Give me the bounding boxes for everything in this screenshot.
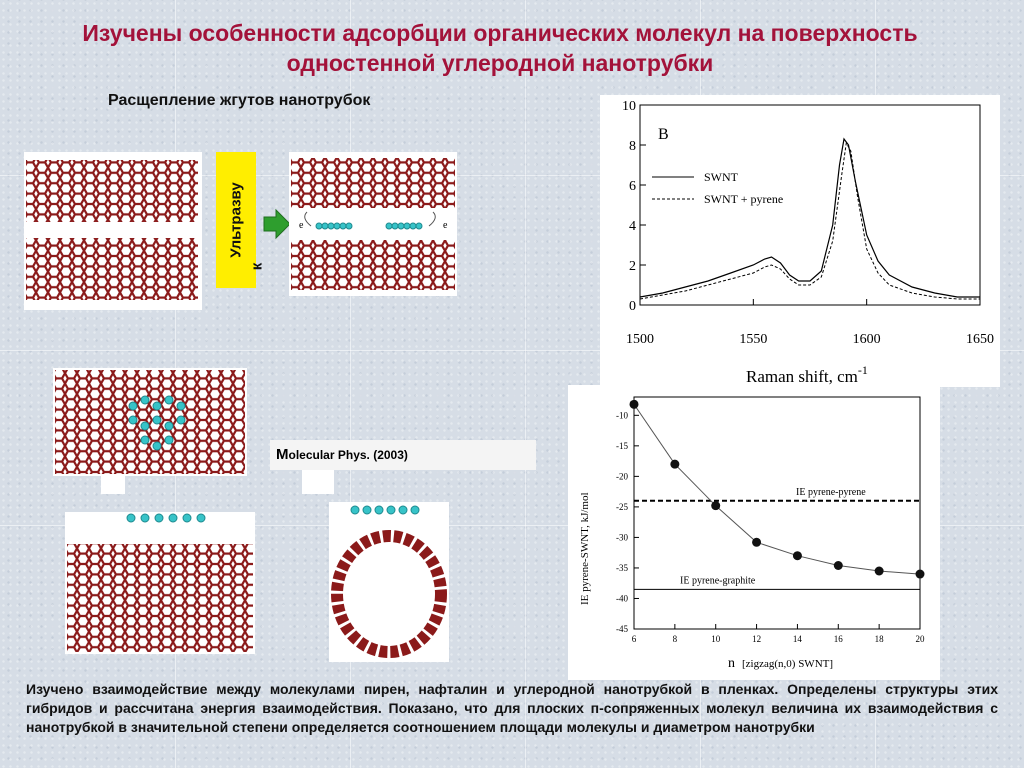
raman-x-axis-label-sup: -1 xyxy=(858,363,868,377)
ie-y-ticks: -10 -15 -20 -25 -30 -35 -40 -45 xyxy=(616,410,639,634)
ie-plot-frame xyxy=(633,396,921,630)
ie-x-tick-label: 20 xyxy=(916,634,926,644)
raman-y-tick-label: 10 xyxy=(622,99,636,114)
background-gridline xyxy=(0,525,1024,526)
ie-y-tick-label: -20 xyxy=(616,471,628,481)
right-arrow-icon xyxy=(263,208,291,240)
background-gridline xyxy=(525,0,526,768)
ie-data-point xyxy=(915,569,925,579)
pyrene-adsorption-top-view xyxy=(53,368,247,476)
ie-data-points xyxy=(629,399,925,579)
ie-data-point xyxy=(670,459,680,469)
ie-x-axis-label: [zigzag(n,0) SWNT] xyxy=(742,658,833,670)
bundle-splitting-heading: Расщепление жгутов нанотрубок xyxy=(108,92,371,109)
raman-x-ticks: 1500 1550 1600 1650 xyxy=(626,299,994,347)
raman-x-tick-label: 1600 xyxy=(853,332,881,347)
ie-data-point xyxy=(874,566,884,576)
ie-data-point xyxy=(752,537,762,547)
interaction-energy-svg: -10-15-20-25-30-35-40-45 6 8 10 12 14 16 18 20 … xyxy=(579,396,925,671)
raman-spectrum-svg: 0 2 4 6 8 10 1500 1550 1600 1650 B SWNT SWNT + p… xyxy=(622,99,994,386)
ie-y-tick-label: -45 xyxy=(616,624,628,634)
ie-y-axis-label: IE pyrene-SWNT, kJ/mol xyxy=(579,492,591,605)
nanotube-bundle-drawing xyxy=(26,160,198,300)
raman-x-tick-label: 1650 xyxy=(966,332,994,347)
ie-y-tick-label: -30 xyxy=(616,532,628,542)
ie-data-point xyxy=(792,551,802,561)
electron-label-right: e xyxy=(443,220,448,231)
ultrasound-label: Ультразву xyxy=(227,182,245,258)
slide-caption: Изучено взаимодействие между молекулами … xyxy=(26,681,998,735)
series-line-swnt xyxy=(639,137,980,298)
ie-x-tick-label: 12 xyxy=(752,634,761,644)
background-gridline xyxy=(0,175,1024,176)
series-line-swnt-pyrene xyxy=(639,141,980,300)
interaction-energy-chart: -10 -15 -20 -25 -30 -35 -40 -45 6 8 10 12 14 16 18 20 … xyxy=(568,385,940,680)
raman-x-tick-label: 1550 xyxy=(739,332,767,347)
raman-x-tick-label: 1500 xyxy=(626,332,654,347)
raman-y-tick-label: 4 xyxy=(629,219,636,234)
background-gridline xyxy=(0,350,1024,351)
image-tab xyxy=(302,470,334,494)
raman-spectrum-chart: 0 2 4 6 8 10 1500 1550 1600 1650 B SWNT SWNT + p… xyxy=(600,95,1000,387)
ie-reference-label: IE pyrene-graphite xyxy=(680,575,756,586)
ultrasound-label-end: к xyxy=(248,262,266,271)
raman-y-tick-label: 8 xyxy=(629,139,636,154)
pyrene-top-view-drawing xyxy=(55,370,245,474)
slide-title: Изучены особенности адсорбции органическ… xyxy=(82,20,918,76)
reference-citation: Molecular Phys. (2003) xyxy=(270,440,536,470)
ie-x-tick-label: 8 xyxy=(673,634,678,644)
pyrene-adsorption-side-view xyxy=(65,512,255,654)
image-tab xyxy=(101,476,125,494)
ie-y-tick-label: -15 xyxy=(616,441,628,451)
raman-panel-label: B xyxy=(658,126,669,143)
ie-x-tick-label: 6 xyxy=(632,634,637,644)
ie-data-point xyxy=(833,561,843,571)
legend-label-swnt-pyrene: SWNT + pyrene xyxy=(704,192,783,206)
pyrene-side-view-drawing xyxy=(67,513,253,652)
ie-x-axis-prefix: n xyxy=(728,656,735,671)
ie-reference-label: IE pyrene-pyrene xyxy=(796,487,866,498)
raman-y-tick-label: 6 xyxy=(629,179,636,194)
raman-y-tick-label: 0 xyxy=(629,299,636,314)
ie-x-tick-label: 14 xyxy=(793,634,803,644)
split-nanotube-drawing: e e xyxy=(291,158,455,290)
nanotube-cross-section xyxy=(329,502,449,662)
raman-y-ticks: 0 2 4 6 8 10 xyxy=(622,99,646,314)
raman-plot-frame xyxy=(639,104,981,306)
raman-y-tick-label: 2 xyxy=(629,259,636,274)
background-gridline xyxy=(350,0,351,768)
ie-y-tick-label: -25 xyxy=(616,502,628,512)
ie-y-tick-label: -10 xyxy=(616,410,628,420)
ie-data-point xyxy=(711,501,721,511)
ie-series-line xyxy=(633,404,921,575)
ie-y-tick-label: -35 xyxy=(616,563,628,573)
ie-x-tick-label: 18 xyxy=(875,634,885,644)
split-nanotube-image: e e xyxy=(289,152,457,296)
reference-text: olecular Phys. (2003) xyxy=(288,448,408,462)
ie-x-tick-label: 10 xyxy=(711,634,721,644)
ie-x-ticks: 6 8 10 12 14 16 18 20 xyxy=(632,624,925,644)
raman-x-axis-label: Raman shift, cm-1 xyxy=(746,363,868,386)
electron-label-left: e xyxy=(299,220,304,231)
ie-reference-lines: IE pyrene-pyrene IE pyrene-graphite xyxy=(634,487,920,590)
reference-initial: M xyxy=(276,446,289,463)
ie-x-tick-label: 16 xyxy=(834,634,844,644)
legend-label-swnt: SWNT xyxy=(704,170,739,184)
raman-x-axis-label-text: Raman shift, cm xyxy=(746,367,858,386)
ultrasound-label-box: Ультразву xyxy=(216,152,256,288)
ie-data-point xyxy=(629,399,639,409)
nanotube-cross-section-drawing xyxy=(331,505,447,658)
ie-y-tick-label: -40 xyxy=(616,593,628,603)
nanotube-bundle-image xyxy=(24,152,202,310)
